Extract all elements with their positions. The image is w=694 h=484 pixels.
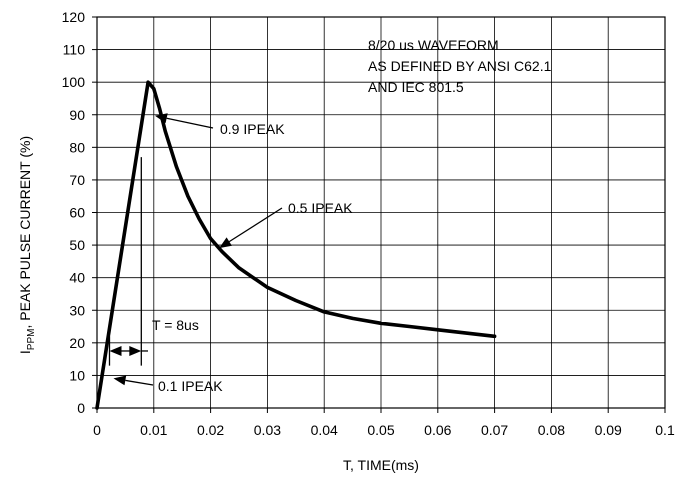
y-tick-label: 90 — [69, 107, 85, 123]
y-tick-label: 0 — [77, 400, 85, 416]
tick-labels: 0 10 20 30 40 50 60 70 80 90 100 110 120 0 0.01 0.02 0.0… — [62, 9, 675, 438]
annotation-0.9-ipeak: 0.9 IPEAK — [220, 121, 285, 137]
y-tick-label: 50 — [69, 237, 85, 253]
y-axis-title-text: , PEAK PULSE CURRENT (%) — [17, 136, 33, 329]
waveform-note-line-1: 8/20 us WAVEFORM — [368, 37, 499, 53]
x-tick-label: 0.08 — [538, 422, 565, 438]
x-tick-label: 0.04 — [311, 422, 338, 438]
y-tick-label: 20 — [69, 335, 85, 351]
curve-layer — [95, 80, 497, 410]
x-tick-label: 0.09 — [595, 422, 622, 438]
y-tick-label: 40 — [69, 270, 85, 286]
waveform-curve — [95, 80, 497, 410]
y-tick-label: 60 — [69, 205, 85, 221]
annotation-layer: 8/20 us WAVEFORM AS DEFINED BY ANSI C62.… — [108, 37, 552, 394]
y-tick-label: 10 — [69, 367, 85, 383]
y-tick-label: 110 — [63, 42, 86, 58]
y-axis-title-symbol: I — [17, 350, 33, 354]
x-tick-label: 0.1 — [655, 422, 675, 438]
grid-layer — [92, 16, 666, 413]
x-tick-label: 0.03 — [254, 422, 281, 438]
x-tick-label: 0.01 — [140, 422, 167, 438]
x-tick-label: 0.02 — [197, 422, 224, 438]
arrow-0.5-ipeak — [219, 207, 283, 249]
y-tick-label: 70 — [69, 172, 85, 188]
waveform-note-line-3: AND IEC 801.5 — [368, 79, 464, 95]
y-axis-title: IPPM, PEAK PULSE CURRENT (%) — [17, 136, 37, 354]
plot-frame — [96, 16, 666, 409]
y-tick-label: 80 — [69, 139, 85, 155]
x-tick-label: 0 — [93, 422, 101, 438]
annotation-0.1-ipeak: 0.1 IPEAK — [158, 378, 223, 394]
x-tick-label: 0.06 — [424, 422, 451, 438]
t-arrow-left — [109, 346, 122, 356]
y-tick-label: 120 — [62, 9, 86, 25]
waveform-note-line-2: AS DEFINED BY ANSI C62.1 — [368, 58, 552, 74]
arrow-0.1-ipeak — [113, 375, 154, 386]
x-axis-title: T, TIME(ms) — [343, 457, 419, 473]
arrow-0.9-ipeak — [154, 113, 214, 129]
x-tick-label: 0.05 — [367, 422, 394, 438]
y-axis-title-subscript: PPM — [26, 329, 37, 351]
y-tick-label: 100 — [62, 74, 86, 90]
t-arrow-right — [129, 346, 142, 356]
y-tick-label: 30 — [69, 302, 85, 318]
annotation-t-8us: T = 8us — [152, 317, 199, 333]
annotation-0.5-ipeak: 0.5 IPEAK — [288, 200, 353, 216]
x-tick-label: 0.07 — [481, 422, 508, 438]
